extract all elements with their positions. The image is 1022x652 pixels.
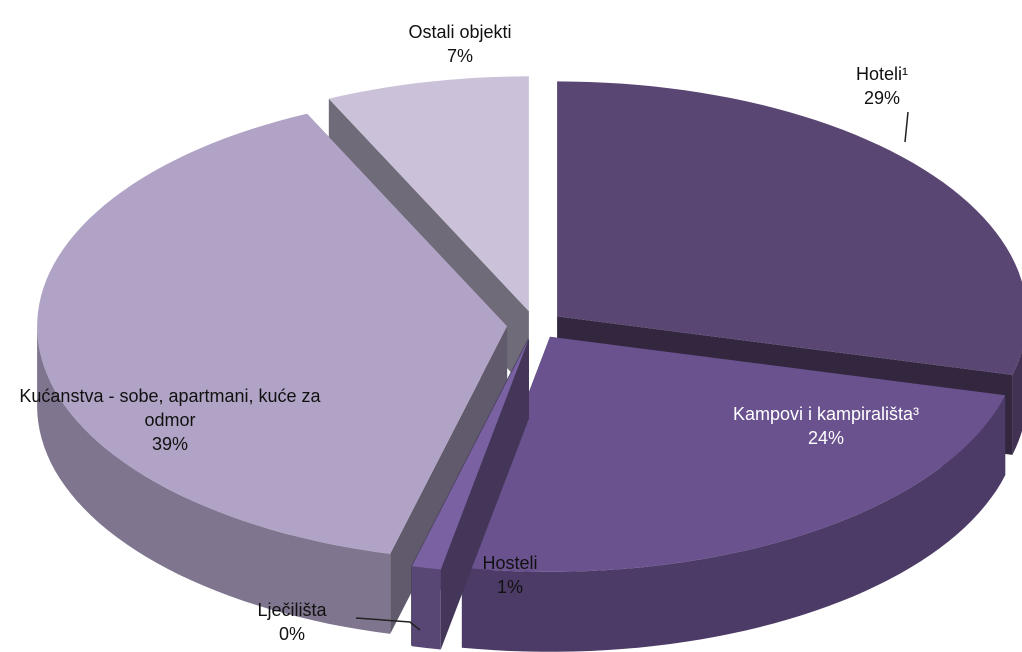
leader-line [355, 617, 421, 631]
data-label: Hosteli 1% [482, 551, 537, 599]
category-label: Kućanstva - sobe, apartmani, kuće za odm… [19, 386, 321, 430]
slice-top [557, 81, 1022, 375]
value-label: 7% [446, 46, 474, 66]
data-label: Hoteli¹ 29% [856, 62, 908, 110]
slice-wall [1012, 350, 1022, 455]
category-label: Kampovi i kampirališta³ [732, 404, 920, 424]
slice-top [412, 338, 529, 570]
data-label: Kampovi i kampirališta³ 24% [733, 402, 919, 450]
slice-wall [461, 395, 1006, 652]
data-label: Lječilišta 0% [257, 598, 326, 646]
value-label: 0% [278, 624, 305, 644]
category-label: Hosteli [482, 553, 538, 573]
data-label: Ostali objekti 7% [408, 20, 511, 68]
slice-wall [412, 566, 441, 650]
slice-wall [37, 326, 391, 634]
category-label: Ostali objekti [408, 22, 512, 42]
slice-side [412, 338, 529, 647]
category-label: Lječilišta [257, 600, 327, 620]
category-label: Hoteli¹ [855, 64, 909, 84]
value-label: 24% [807, 428, 845, 448]
value-label: 39% [151, 434, 189, 454]
slice-top [37, 113, 508, 554]
slice [412, 338, 529, 650]
value-label: 1% [496, 577, 523, 597]
value-label: 29% [863, 88, 901, 108]
slice [37, 113, 508, 634]
data-label: Kućanstva - sobe, apartmani, kuće za odm… [10, 384, 330, 456]
slice-top [328, 76, 529, 312]
leader-line [904, 111, 909, 143]
slice-top [461, 336, 1006, 572]
